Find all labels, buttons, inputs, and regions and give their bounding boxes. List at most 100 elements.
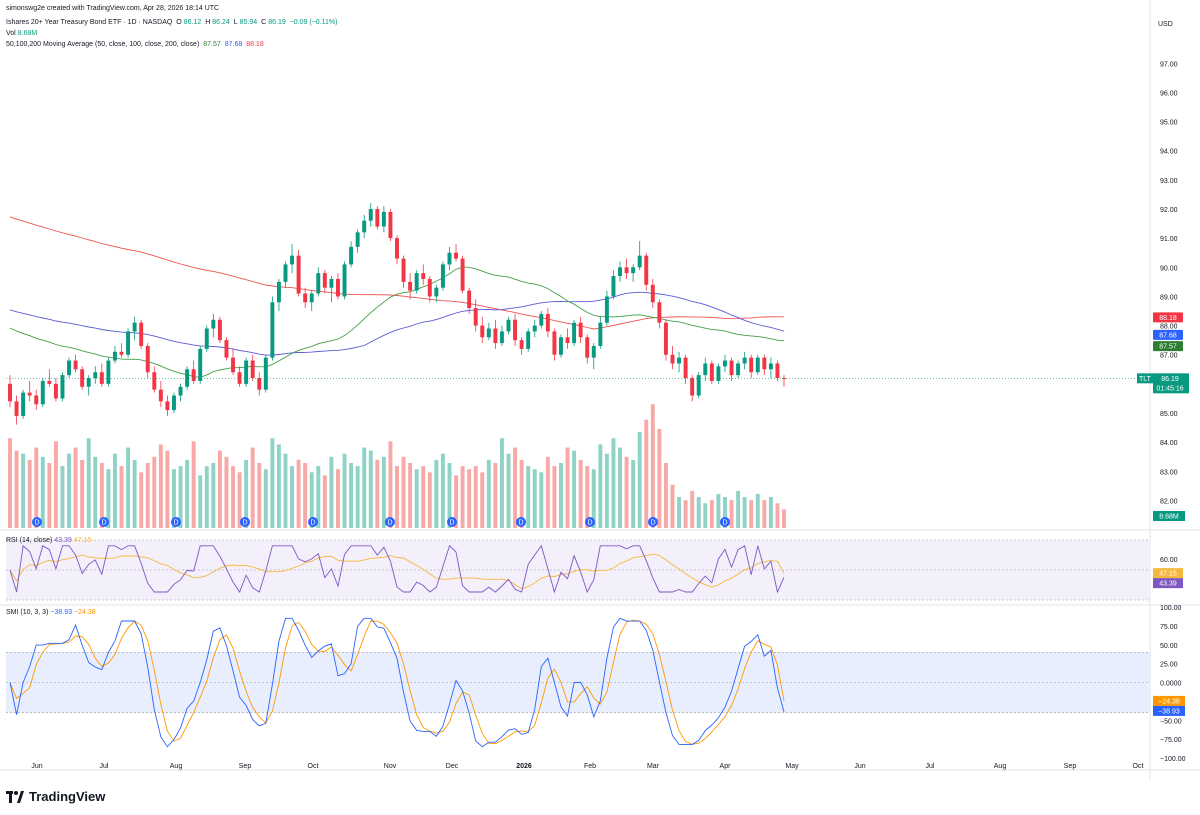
candle-body [8, 383, 12, 402]
candle-body [683, 357, 688, 379]
dividend-marker-label: D [449, 520, 454, 527]
candle-body [749, 357, 754, 373]
candle-body [722, 360, 727, 367]
candle-body [473, 308, 478, 326]
rsi-ma-tag-bg [1153, 568, 1183, 579]
candle-body [716, 366, 721, 381]
volume-bar [644, 419, 649, 528]
volume-bar [211, 463, 216, 528]
volume-bar [604, 453, 609, 528]
ma50-tag-bg [1153, 341, 1183, 352]
symbol-name[interactable]: Ishares 20+ Year Treasury Bond ETF · 1D … [6, 19, 173, 26]
dividend-marker-label: D [101, 520, 106, 527]
candle-body [729, 360, 734, 376]
volume-bar [545, 456, 550, 528]
legend-volume-row[interactable]: Vol 8.68M [6, 30, 38, 37]
volume-bar [47, 463, 52, 528]
candle-body [211, 319, 216, 329]
volume-bar [690, 490, 695, 528]
time-tick-label: Sep [239, 763, 252, 770]
volume-bar [401, 456, 406, 528]
candle-body [67, 360, 72, 376]
volume-bar [473, 466, 478, 528]
candle-body [40, 380, 45, 405]
smi-tick-label: 100.00 [1160, 605, 1182, 612]
volume-bar [480, 472, 485, 528]
rsi-ma-tag: 47.15 [1159, 571, 1177, 578]
volume-bar [349, 463, 354, 528]
volume-bar [191, 441, 196, 528]
tradingview-logo[interactable]: TradingView [6, 789, 105, 804]
time-tick-label: Oct [308, 763, 319, 770]
candle-body [644, 255, 649, 285]
dividend-marker-label: D [518, 520, 523, 527]
candle-body [506, 319, 511, 332]
volume-bar [335, 469, 340, 528]
candle-body [217, 319, 222, 341]
time-tick-label: Aug [994, 763, 1007, 770]
candle-body [283, 264, 288, 282]
candle-body [513, 319, 518, 341]
ma200-tag: 88.18 [1159, 315, 1177, 322]
candle-body [559, 337, 563, 355]
time-tick-label: Mar [647, 763, 660, 770]
volume-bar [257, 463, 262, 528]
volume-bar [139, 472, 144, 528]
legend-ma-row[interactable]: 50,100,200 Moving Average (50, close, 10… [6, 41, 264, 48]
volume-bar [296, 459, 301, 528]
volume-bar [355, 466, 360, 528]
rsi-tag-bg [1153, 578, 1183, 589]
candle-body [290, 255, 295, 265]
tradingview-logo-icon [6, 790, 24, 803]
volume-bar [198, 475, 203, 528]
rsi-legend[interactable]: RSI (14, close) 43.39 47.15 [6, 537, 92, 544]
ma50-line [9, 266, 785, 378]
candle-body [80, 369, 85, 387]
volume-bar [408, 463, 413, 528]
volume-bar [303, 463, 308, 528]
volume-bar [178, 466, 183, 528]
volume-bar [152, 456, 157, 528]
currency-label[interactable]: USD [1158, 21, 1173, 28]
volume-tag: 8.68M [1159, 514, 1179, 521]
candle-body [172, 395, 176, 411]
volume-bar [670, 484, 675, 528]
volume-bar [677, 497, 682, 528]
volume-bar [598, 444, 603, 528]
volume-bar [316, 466, 321, 528]
dividend-marker-label: D [650, 520, 655, 527]
price-tick-label: 96.00 [1160, 90, 1178, 97]
candle-body [480, 325, 485, 338]
dividend-marker [648, 517, 658, 527]
candle-body [395, 238, 399, 259]
volume-bar [650, 404, 655, 528]
volume-bar [375, 459, 380, 528]
volume-bar [217, 450, 222, 528]
volume-bar [427, 472, 432, 528]
dividend-marker-label: D [173, 520, 178, 527]
candle-body [303, 293, 308, 303]
candle-body [526, 331, 531, 349]
candle-body [27, 392, 32, 396]
candle-body [598, 322, 603, 346]
candle-body [696, 375, 701, 396]
price-tick-label: 84.00 [1160, 440, 1178, 447]
candle-body [414, 273, 419, 291]
smi-legend[interactable]: SMI (10, 3, 3) −38.93 −24.38 [6, 609, 96, 616]
volume-bar [637, 432, 642, 528]
volume-bar [250, 447, 255, 528]
volume-bar [112, 453, 117, 528]
candle-body [139, 322, 144, 346]
smi-signal-line [9, 619, 785, 745]
time-tick-label: Dec [446, 763, 459, 770]
volume-bar [742, 497, 747, 528]
volume-bar [172, 469, 176, 528]
ma100-line [9, 291, 785, 356]
smi-tick-label: −100.00 [1160, 756, 1186, 763]
price-tick-label: 90.00 [1160, 265, 1178, 272]
volume-bar [722, 497, 727, 528]
time-tick-label: Oct [1133, 763, 1144, 770]
volume-bar [237, 472, 242, 528]
